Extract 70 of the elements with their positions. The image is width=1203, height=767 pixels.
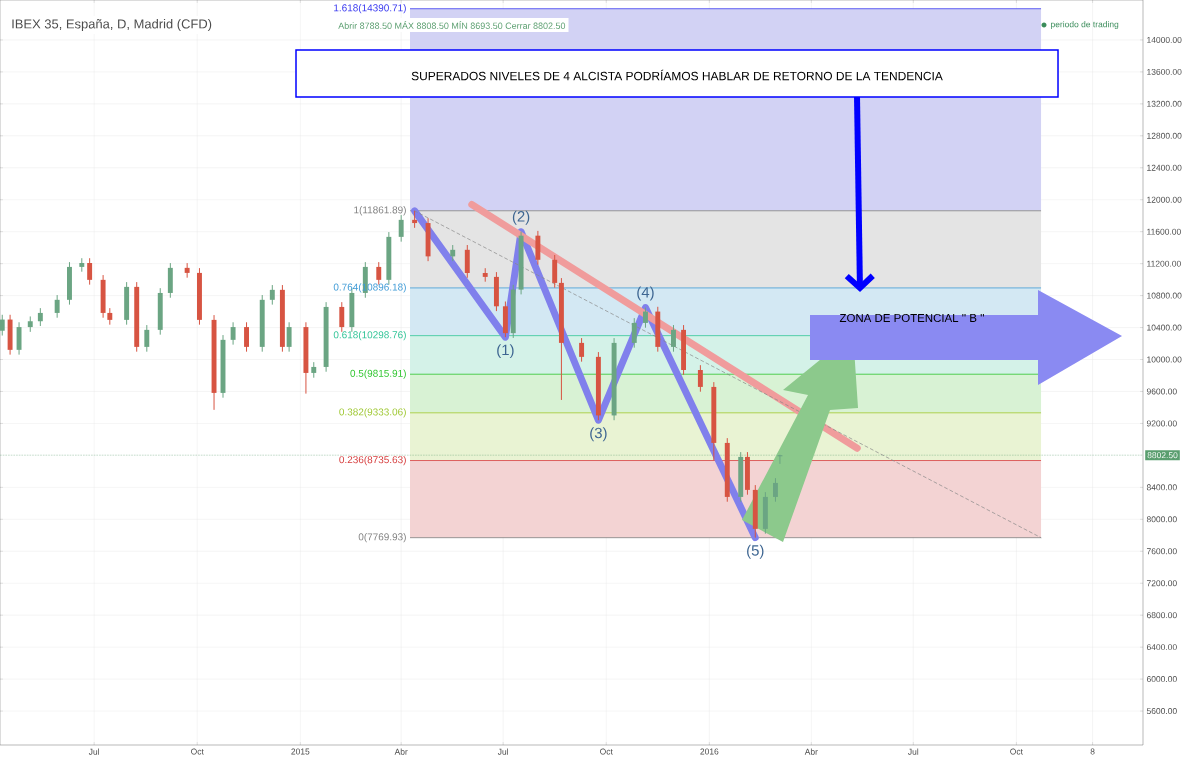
candlestick: [16, 321, 22, 356]
ref-line-label: 0.618(10298.76): [333, 331, 406, 341]
y-tick-label: 6800.00: [1146, 612, 1177, 619]
ref-line-label: 0.236(8735.63): [339, 455, 406, 466]
x-tick-label: Oct: [600, 748, 613, 755]
y-tick-label: 6400.00: [1146, 644, 1177, 651]
y-tick-label: 10400.00: [1147, 324, 1182, 331]
candlestick: [269, 284, 275, 306]
y-tick-label: 10800.00: [1147, 292, 1182, 299]
candlestick: [230, 321, 236, 346]
candlestick: [643, 307, 648, 329]
ref-line-label: 1(11861.89): [354, 206, 406, 216]
ref-line-label: 0.382(9333.06): [339, 408, 406, 418]
y-tick-label: 10000.00: [1147, 356, 1182, 363]
x-tick-label: 2015: [291, 748, 310, 755]
y-tick-label: 11200.00: [1147, 260, 1181, 267]
y-tick-label: 6000.00: [1146, 676, 1177, 683]
candlestick: [244, 321, 249, 353]
annotation: SUPERADOS NIVELES DE 4 ALCISTA PODRÍAMOS HABLAR DE RETORNO DE LA TENDENCIA: [411, 69, 943, 81]
candlestick: [697, 364, 703, 393]
candlestick: [552, 254, 558, 289]
candlestick: [0, 314, 5, 337]
annotation: (5): [747, 544, 764, 559]
y-tick-label: 13600.00: [1147, 68, 1182, 75]
ref-line-label: 0(7769.93): [358, 533, 406, 543]
y-tick-label: 5600.00: [1146, 708, 1177, 715]
annotation: ZONA DE POTENCIAL '' B '': [839, 313, 984, 323]
ref-line-label: 0.5(9815.91): [350, 369, 406, 379]
x-tick-label: Oct: [1010, 748, 1023, 755]
ref-line-label: 8802.50: [1147, 452, 1178, 459]
annotation: periodo de trading: [1051, 21, 1119, 29]
candlestick: [671, 324, 676, 353]
annotation: (1): [497, 344, 514, 359]
x-tick-label: 8: [1090, 748, 1095, 755]
candlestick: [631, 317, 637, 349]
y-tick-label: 13200.00: [1147, 100, 1182, 107]
candlestick: [54, 294, 60, 319]
candlestick: [579, 337, 585, 363]
candlestick: [339, 301, 345, 333]
y-tick-label: 12400.00: [1147, 164, 1182, 171]
y-tick-label: 12800.00: [1147, 132, 1182, 139]
annotation: (3): [590, 427, 607, 442]
x-tick-label: Oct: [191, 748, 204, 755]
x-tick-label: 2016: [700, 748, 719, 755]
y-tick-label: 7200.00: [1146, 580, 1177, 587]
candlestick: [144, 324, 150, 353]
y-tick-label: 12000.00: [1147, 196, 1182, 203]
candlestick: [398, 214, 404, 243]
x-tick-label: Jul: [88, 748, 99, 755]
x-tick-label: Jul: [908, 748, 919, 755]
y-tick-label: 7600.00: [1146, 548, 1177, 555]
y-tick-label: 14000.00: [1147, 36, 1182, 43]
x-tick-label: Abr: [394, 748, 408, 755]
annotation: (2): [512, 210, 530, 225]
candlestick: [87, 257, 93, 286]
x-tick-label: Abr: [804, 748, 818, 755]
candlestick: [286, 321, 292, 353]
y-tick-label: 8400.00: [1146, 484, 1177, 491]
y-tick-label: 11600.00: [1147, 228, 1181, 235]
ref-line-label: 1.618(14390.71): [334, 4, 406, 14]
text: IBEX 35, España, D, Madrid (CFD): [12, 18, 212, 32]
annotation: (4): [637, 286, 654, 301]
y-tick-label: 8000.00: [1146, 516, 1177, 523]
y-tick-label: 9600.00: [1146, 388, 1177, 395]
candlestick: [772, 477, 778, 503]
candlestick: [184, 262, 190, 279]
candlestick: [464, 244, 470, 279]
x-tick-label: Jul: [497, 748, 508, 755]
text: Abrir 8788.50 MÁX 8808.50 MÍN 8693.50 Cerrar 8802.50: [338, 21, 566, 29]
y-tick-label: 9200.00: [1146, 420, 1177, 427]
